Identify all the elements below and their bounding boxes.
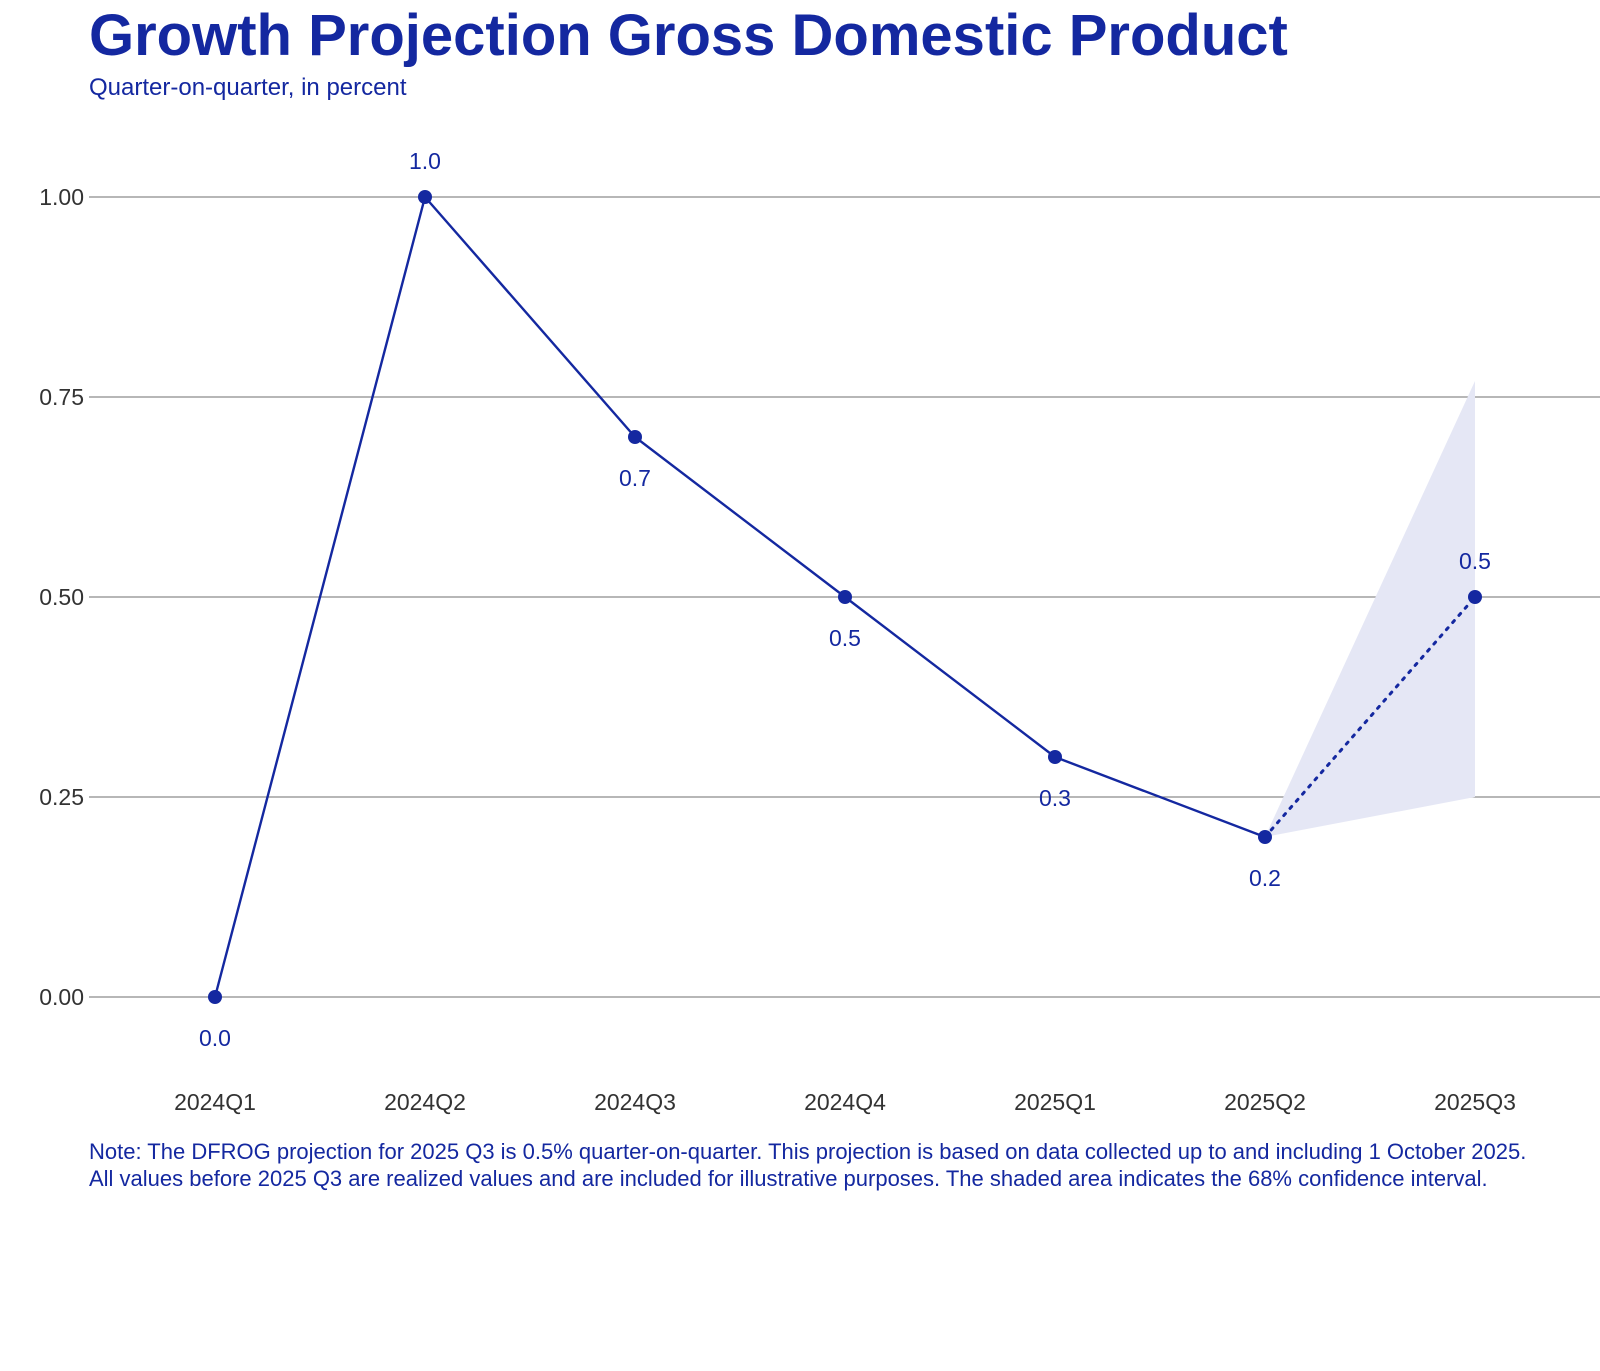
data-label: 0.7: [619, 465, 651, 491]
x-tick-label: 2025Q2: [1224, 1089, 1306, 1115]
y-axis: 0.00 0.25 0.50 0.75 1.00: [39, 184, 84, 1010]
x-tick-label: 2024Q4: [804, 1089, 886, 1115]
data-label: 0.5: [1459, 548, 1491, 574]
projection-line: [1263, 595, 1477, 839]
realized-line: [213, 195, 1266, 998]
data-point: [418, 190, 432, 204]
chart-note: Note: The DFROG projection for 2025 Q3 i…: [89, 1139, 1527, 1191]
data-label: 0.0: [199, 1025, 231, 1051]
y-tick-label: 0.25: [39, 784, 84, 810]
data-point: [1468, 590, 1482, 604]
x-tick-label: 2024Q3: [594, 1089, 676, 1115]
x-tick-label: 2025Q3: [1434, 1089, 1516, 1115]
data-label: 0.3: [1039, 785, 1071, 811]
chart-title: Growth Projection Gross Domestic Product: [89, 3, 1288, 68]
confidence-band: [1265, 381, 1475, 837]
x-tick-label: 2024Q2: [384, 1089, 466, 1115]
data-labels-layer: 0.0 1.0 0.7 0.5 0.3 0.2 0.5: [199, 148, 1491, 1051]
points-layer: [208, 190, 1482, 1004]
data-point: [208, 990, 222, 1004]
data-label: 1.0: [409, 148, 441, 174]
confidence-band-layer: [1265, 381, 1475, 837]
chart-subtitle: Quarter-on-quarter, in percent: [89, 74, 407, 101]
data-point: [1048, 750, 1062, 764]
data-point: [628, 430, 642, 444]
data-label: 0.5: [829, 625, 861, 651]
x-tick-label: 2024Q1: [174, 1089, 256, 1115]
y-tick-label: 0.00: [39, 984, 84, 1010]
data-point: [838, 590, 852, 604]
y-tick-label: 1.00: [39, 184, 84, 210]
series-layer: [213, 195, 1477, 998]
data-point: [1258, 830, 1272, 844]
y-tick-label: 0.50: [39, 584, 84, 610]
x-axis: 2024Q1 2024Q2 2024Q3 2024Q4 2025Q1 2025Q2 2025…: [174, 1089, 1516, 1115]
data-label: 0.2: [1249, 865, 1281, 891]
y-tick-label: 0.75: [39, 384, 84, 410]
x-tick-label: 2025Q1: [1014, 1089, 1096, 1115]
